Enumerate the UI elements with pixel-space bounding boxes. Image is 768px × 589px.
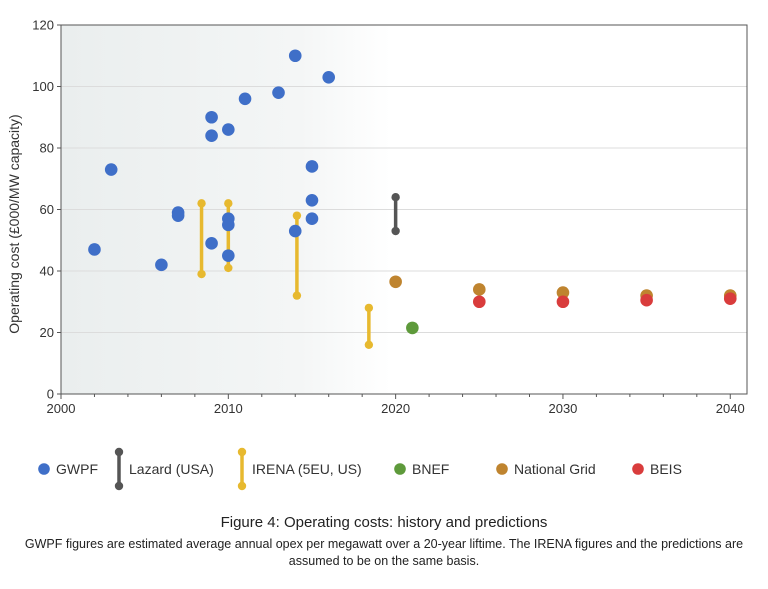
gwpf-point [222,218,235,232]
beis-point [472,295,486,309]
x-tick-label: 2030 [548,401,577,416]
lazard-usa-range-low [391,226,400,236]
gwpf-point [104,163,118,176]
legend-item-national-grid: National Grid [496,461,596,477]
legend-label: BEIS [650,461,682,477]
y-tick-label: 0 [47,387,54,402]
gwpf-point [205,110,218,124]
gwpf-point [305,212,319,226]
legend-label: National Grid [514,461,596,477]
gwpf-point [322,70,336,84]
y-tick-label: 80 [40,141,54,156]
x-tick-label: 2040 [716,401,745,416]
gwpf-point [88,243,101,256]
gwpf-point [222,123,235,136]
irena-5eu-us-range-high [364,303,374,313]
legend-item-beis: BEIS [632,461,682,477]
figure-title: Figure 4: Operating costs: history and p… [220,514,548,531]
gwpf-point [222,249,235,262]
y-tick-label: 40 [40,264,54,279]
national-grid-point [556,286,570,299]
beis-point [556,295,570,309]
legend-label: IRENA (5EU, US) [252,461,362,477]
irena-5eu-us-range-high [224,199,233,208]
x-axis: 2000 2010 2020 2030 2040 [47,394,745,416]
y-tick-label: 100 [32,79,54,94]
gwpf-point [171,209,185,222]
lazard-usa-range-high [391,193,400,202]
figure-caption: Figure 4: Operating costs: history and p… [0,514,768,570]
legend-swatch-cap [237,447,247,457]
legend-label: GWPF [56,461,98,477]
gwpf-point [205,129,218,142]
irena-5eu-us-range-low [292,291,302,300]
y-tick-label: 20 [40,325,54,340]
gwpf-point [288,49,302,63]
legend-swatch [496,463,508,475]
beis-point [640,293,653,307]
legend-swatch [632,463,644,475]
legend: GWPF Lazard (USA) IRENA (5EU, US) BNEF Natio… [38,447,682,491]
irena-5eu-us-range-high [292,211,302,220]
legend-swatch-cap [114,447,124,457]
beis-point [723,292,737,305]
gwpf-point [205,237,218,250]
data-marks [88,49,737,349]
irena-5eu-us-range-high [197,199,206,208]
legend-swatch [394,463,406,475]
y-axis-title: Operating cost (£000/MW capacity) [6,114,22,333]
gwpf-point [272,86,285,99]
legend-swatch-cap [237,481,247,491]
legend-item-gwpf: GWPF [38,461,98,477]
legend-label: BNEF [412,461,449,477]
legend-item-irena-5eu-us: IRENA (5EU, US) [237,447,362,491]
legend-swatch-cap [114,481,124,491]
gwpf-point [305,160,319,173]
legend-label: Lazard (USA) [129,461,214,477]
legend-item-lazard-usa: Lazard (USA) [114,447,214,491]
legend-item-bnef: BNEF [394,461,449,477]
irena-5eu-us-range-low [364,340,374,349]
x-tick-label: 2010 [214,401,243,416]
gwpf-point [305,193,319,207]
gwpf-point [288,224,302,238]
irena-5eu-us-range-low [197,269,206,279]
gwpf-point [238,92,252,106]
legend-swatch [38,463,50,475]
y-tick-label: 120 [32,18,54,33]
y-tick-label: 60 [40,202,54,217]
x-tick-label: 2020 [381,401,410,416]
national-grid-point [472,283,486,296]
bnef-point [406,321,419,335]
x-tick-label: 2000 [47,401,76,416]
figure-note: GWPF figures are estimated average annua… [24,537,744,568]
irena-5eu-us-range-low [224,263,233,273]
gwpf-point [155,258,168,272]
y-axis: 0 20 40 60 80 100 120 [32,18,61,402]
national-grid-point [389,275,402,289]
